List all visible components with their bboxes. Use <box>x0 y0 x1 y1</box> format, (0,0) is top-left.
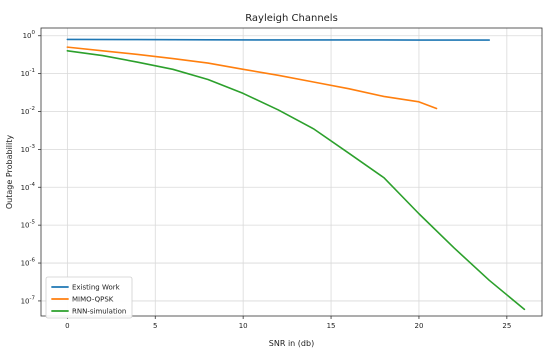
x-tick-label-5: 25 <box>502 322 511 330</box>
x-tick-label-2: 10 <box>239 322 248 330</box>
plot-series <box>66 38 526 311</box>
y-tick-label-exp-6: -1 <box>30 68 35 74</box>
x-axis-ticks: 0 5 10 15 20 25 <box>65 316 511 330</box>
x-tick-label-4: 20 <box>414 322 423 330</box>
x-axis-label: SNR in (db) <box>269 339 314 348</box>
chart-title: Rayleigh Channels <box>245 13 338 24</box>
y-tick-label-2: 10-5 <box>21 220 36 230</box>
y-tick-label-exp-7: 0 <box>32 30 36 36</box>
y-tick-label-exp-5: -2 <box>30 106 35 112</box>
y-tick-label-exp-4: -3 <box>30 144 36 150</box>
y-tick-label-exp-3: -4 <box>30 182 36 188</box>
legend-label-0: Existing Work <box>72 284 121 292</box>
y-tick-label-0: 10-7 <box>21 295 36 305</box>
y-tick-label-base-1: 10 <box>21 260 30 268</box>
y-tick-label-exp-1: -6 <box>30 258 36 264</box>
y-tick-label-3: 10-4 <box>21 182 36 192</box>
y-tick-label-base-0: 10 <box>21 297 30 305</box>
x-tick-label-1: 5 <box>153 322 157 330</box>
y-tick-label-base-6: 10 <box>21 70 30 78</box>
series-line-2 <box>66 50 526 311</box>
series-line-0 <box>66 38 491 41</box>
y-tick-label-5: 10-2 <box>21 106 35 116</box>
plot-grid <box>41 28 542 316</box>
y-tick-label-6: 10-1 <box>21 68 35 78</box>
y-tick-label-base-2: 10 <box>21 222 30 230</box>
y-tick-label-base-3: 10 <box>21 184 30 192</box>
legend: Existing Work MIMO-QPSK RNN-simulation <box>45 276 133 319</box>
y-axis-label: Outage Probability <box>5 135 14 210</box>
y-tick-label-base-5: 10 <box>21 108 30 116</box>
y-tick-label-7: 100 <box>23 30 36 40</box>
y-tick-label-base-7: 10 <box>23 32 32 40</box>
y-tick-label-exp-0: -7 <box>30 295 36 301</box>
y-tick-label-1: 10-6 <box>21 258 36 268</box>
x-tick-label-0: 0 <box>65 322 69 330</box>
series-line-1 <box>66 46 438 110</box>
legend-label-2: RNN-simulation <box>72 308 126 316</box>
y-tick-label-base-4: 10 <box>21 146 30 154</box>
y-tick-label-exp-2: -5 <box>30 220 36 226</box>
y-tick-label-4: 10-3 <box>21 144 36 154</box>
legend-label-1: MIMO-QPSK <box>72 296 114 304</box>
plot-frame <box>40 27 543 317</box>
x-tick-label-3: 15 <box>327 322 336 330</box>
